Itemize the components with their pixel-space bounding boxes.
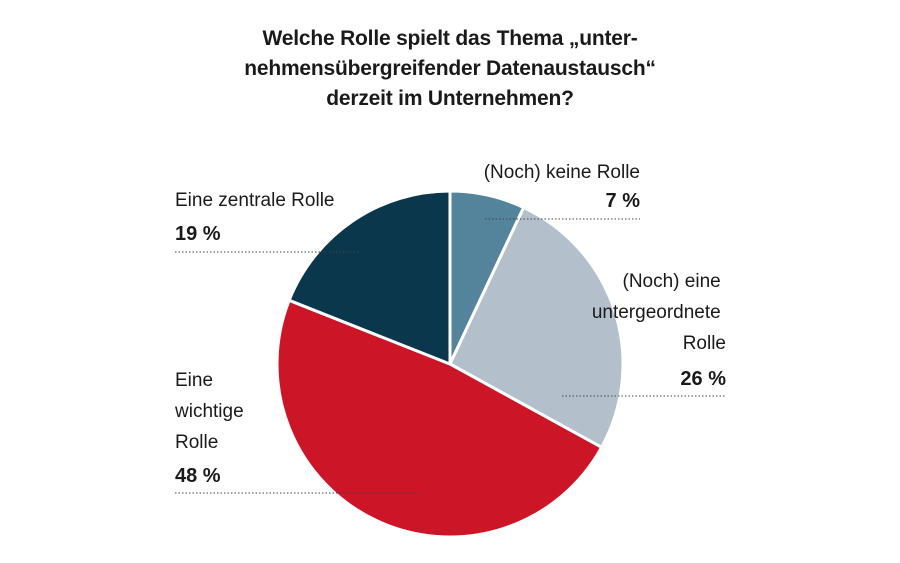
pie-slices xyxy=(275,189,625,539)
pie-slice-zentrale-rolle xyxy=(287,189,452,367)
slice-label-zentrale-rolle: Eine zentrale Rolle xyxy=(175,190,334,211)
chart-title-line-1: Welche Rolle spielt das Thema „unter- xyxy=(262,27,638,50)
slice-label-untergeordnete-line-1: (Noch) eine xyxy=(623,271,721,292)
label-group-keine-rolle: (Noch) keine Rolle 7 % xyxy=(484,162,641,220)
slice-label-wichtige-rolle: Eine wichtige Rolle xyxy=(174,370,249,453)
chart-title-line-3: derzeit im Unternehmen? xyxy=(326,87,574,110)
slice-value-untergeordnete-rolle: 26 % xyxy=(680,368,726,390)
slice-value-keine-rolle: 7 % xyxy=(606,190,641,212)
slice-label-untergeordnete-line-2: untergeordnete xyxy=(592,302,721,323)
slice-label-wichtige-line-2: wichtige xyxy=(174,401,244,422)
slice-label-untergeordnete-rolle: (Noch) eine untergeordnete Rolle xyxy=(592,271,726,354)
slice-value-zentrale-rolle: 19 % xyxy=(175,223,221,245)
slice-value-wichtige-rolle: 48 % xyxy=(175,465,221,487)
label-group-untergeordnete-rolle: (Noch) eine untergeordnete Rolle 26 % xyxy=(562,271,726,397)
slice-label-wichtige-line-1: Eine xyxy=(175,370,213,391)
chart-title-line-2: nehmensübergreifender Datenaustausch“ xyxy=(244,57,656,80)
label-group-zentrale-rolle: Eine zentrale Rolle 19 % xyxy=(175,190,360,253)
slice-label-untergeordnete-line-3: Rolle xyxy=(683,333,726,354)
slice-label-keine-rolle: (Noch) keine Rolle xyxy=(484,162,640,183)
label-group-wichtige-rolle: Eine wichtige Rolle 48 % xyxy=(174,370,420,494)
chart-title: Welche Rolle spielt das Thema „unter- ne… xyxy=(150,24,750,114)
pie-slice-wichtige-rolle xyxy=(275,298,604,539)
slice-label-wichtige-line-3: Rolle xyxy=(175,432,218,453)
